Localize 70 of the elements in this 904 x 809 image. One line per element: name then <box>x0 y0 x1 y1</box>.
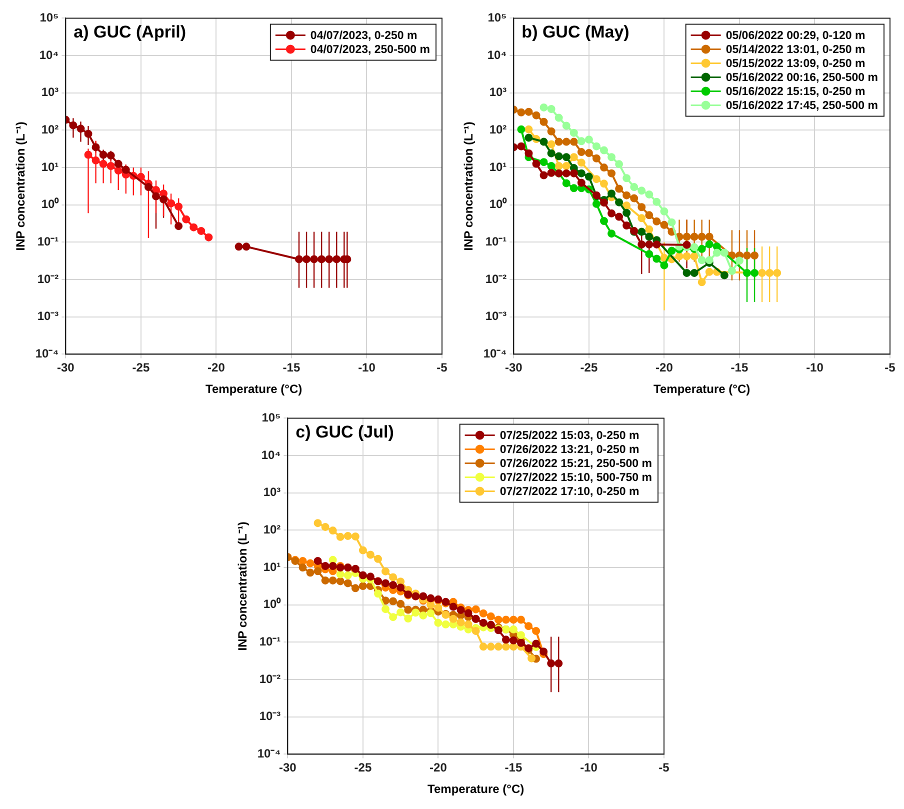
y-axis-title: INP concentration (L⁻¹) <box>14 122 28 251</box>
legend-label: 07/26/2022 15:21, 250-500 m <box>500 458 652 470</box>
y-tick-label: 10⁵ <box>40 10 59 25</box>
x-tick-label: -25 <box>580 360 598 375</box>
y-tick-label: 10⁴ <box>487 48 507 62</box>
x-tick-label: -30 <box>279 760 297 775</box>
legend-label: 04/07/2023, 0-250 m <box>310 30 418 42</box>
legend-label: 04/07/2023, 250-500 m <box>310 44 430 56</box>
legend-label: 05/14/2022 13:01, 0-250 m <box>726 44 866 56</box>
y-tick-label: 10⁰ <box>263 597 282 612</box>
y-tick-label: 10⁵ <box>262 410 281 425</box>
y-tick-label: 10⁻⁴ <box>257 746 281 761</box>
y-tick-label: 10⁻¹ <box>485 234 507 249</box>
y-axis-title: INP concentration (L⁻¹) <box>462 122 476 251</box>
legend-label: 07/27/2022 15:10, 500-750 m <box>500 472 652 484</box>
y-tick-label: 10¹ <box>489 160 507 174</box>
legend-label: 05/16/2022 00:16, 250-500 m <box>726 72 878 84</box>
legend-label: 07/27/2022 17:10, 0-250 m <box>500 486 640 498</box>
x-axis-title: Temperature (°C) <box>428 782 524 796</box>
legend-label: 05/06/2022 00:29, 0-120 m <box>726 30 866 42</box>
x-tick-label: -10 <box>580 760 598 775</box>
y-tick-label: 10⁻⁴ <box>483 346 507 361</box>
x-tick-label: -5 <box>884 360 896 375</box>
x-tick-label: -5 <box>658 760 670 775</box>
legend-label: 07/26/2022 13:21, 0-250 m <box>500 444 640 456</box>
y-tick-label: 10¹ <box>263 560 281 574</box>
x-tick-label: -25 <box>132 360 150 375</box>
legend-label: 05/16/2022 15:15, 0-250 m <box>726 86 866 98</box>
x-tick-label: -10 <box>358 360 376 375</box>
y-tick-label: 10⁰ <box>41 197 60 212</box>
y-tick-label: 10³ <box>263 485 281 500</box>
y-tick-label: 10³ <box>489 85 507 100</box>
x-tick-label: -15 <box>730 360 748 375</box>
y-tick-label: 10¹ <box>41 160 59 174</box>
chart-title: b) GUC (May) <box>522 22 630 42</box>
x-tick-label: -20 <box>430 760 448 775</box>
legend-label: 05/15/2022 13:09, 0-250 m <box>726 58 866 70</box>
y-tick-label: 10² <box>489 122 507 137</box>
y-tick-label: 10⁰ <box>489 197 508 212</box>
y-tick-label: 10³ <box>41 85 59 100</box>
y-tick-label: 10⁻¹ <box>37 234 59 249</box>
y-tick-label: 10² <box>41 122 59 137</box>
y-tick-label: 10⁻² <box>37 272 59 286</box>
chart-title: a) GUC (April) <box>74 22 186 42</box>
x-axis-title: Temperature (°C) <box>654 382 750 396</box>
legend-label: 05/16/2022 17:45, 250-500 m <box>726 100 878 112</box>
y-tick-label: 10⁵ <box>488 10 507 25</box>
x-tick-label: -10 <box>806 360 824 375</box>
x-tick-label: -15 <box>282 360 300 375</box>
y-tick-label: 10⁻¹ <box>259 634 281 649</box>
legend-label: 07/25/2022 15:03, 0-250 m <box>500 430 640 442</box>
y-tick-label: 10⁻² <box>259 672 281 686</box>
x-tick-label: -20 <box>656 360 674 375</box>
x-tick-label: -20 <box>208 360 226 375</box>
y-tick-label: 10⁴ <box>261 448 281 462</box>
y-tick-label: 10⁻⁴ <box>35 346 59 361</box>
x-tick-label: -5 <box>436 360 448 375</box>
y-tick-label: 10⁴ <box>39 48 59 62</box>
y-tick-label: 10² <box>263 522 281 537</box>
x-tick-label: -30 <box>505 360 523 375</box>
x-tick-label: -25 <box>354 760 372 775</box>
y-tick-label: 10⁻³ <box>37 309 59 324</box>
y-tick-label: 10⁻³ <box>485 309 507 324</box>
x-tick-label: -15 <box>504 760 522 775</box>
y-tick-label: 10⁻² <box>485 272 507 286</box>
x-axis-title: Temperature (°C) <box>206 382 302 396</box>
y-axis-title: INP concentration (L⁻¹) <box>236 522 250 651</box>
y-tick-label: 10⁻³ <box>259 709 281 724</box>
chart-title: c) GUC (Jul) <box>296 422 394 442</box>
x-tick-label: -30 <box>57 360 75 375</box>
